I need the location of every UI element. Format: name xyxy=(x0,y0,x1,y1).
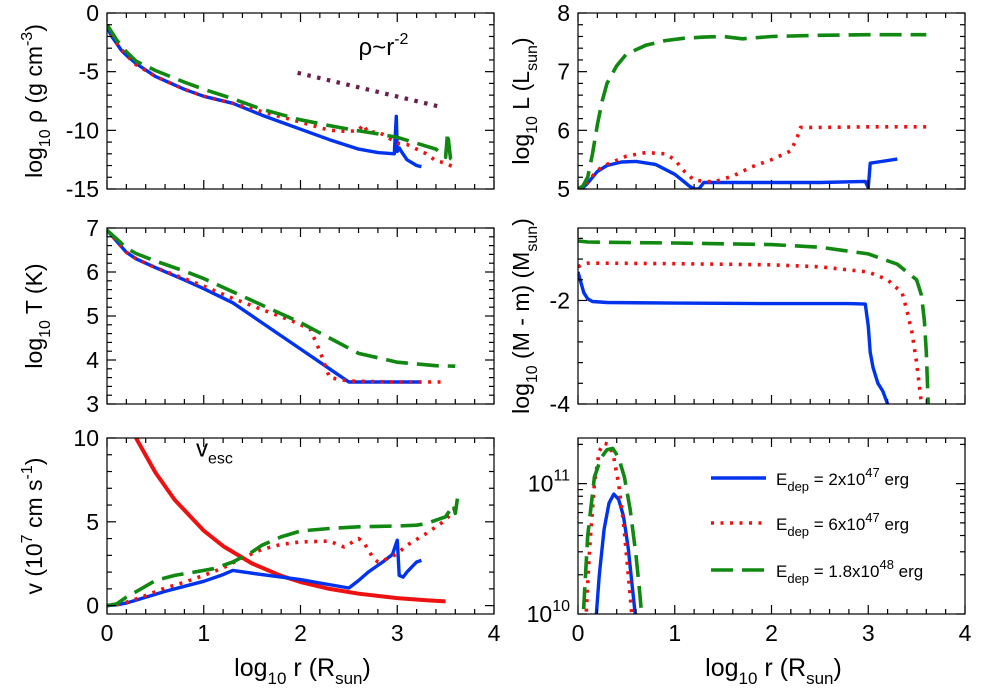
plot-frame xyxy=(106,227,495,405)
ticks xyxy=(577,438,966,615)
series-line-e-dep-2x10-47-erg xyxy=(578,271,890,404)
y-tick-label: 7 xyxy=(86,215,99,241)
y-tick-label: -5 xyxy=(79,59,99,85)
series-line-e-dep-1-8x10-48-erg xyxy=(578,32,927,189)
x-tick-label: 4 xyxy=(488,620,501,646)
x-tick-label: 1 xyxy=(197,620,210,646)
series-group xyxy=(581,441,644,614)
y-tick-label: 8 xyxy=(557,0,570,26)
series-line-e-dep-6x10-47-erg xyxy=(578,261,924,404)
y-tick-label: 1011 xyxy=(528,468,570,497)
legend-label: Edep = 2x1047 erg xyxy=(776,465,909,494)
panel-velocity: 0 5 10 0 1 2 3 4 v (107 cm s-1) log10 r (Rsun) ves… xyxy=(19,425,501,688)
ticks xyxy=(106,437,495,614)
legend-label: Edep = 6x1047 erg xyxy=(776,510,909,539)
series-line-e-dep-1-8x10-48-erg xyxy=(107,228,456,368)
series-group xyxy=(107,438,460,608)
series-line-e-dep-2x10-47-erg xyxy=(578,157,898,189)
ticks xyxy=(106,227,495,405)
y-tick-label: -4 xyxy=(550,391,571,417)
y-tick-label: 0 xyxy=(86,593,99,619)
x-tick-label: 3 xyxy=(862,620,875,646)
legend-label: Edep = 1.8x1048 erg xyxy=(776,557,923,586)
y-tick-label: 3 xyxy=(86,391,99,417)
series-line-e-dep-1-8x10-48-erg xyxy=(107,23,458,168)
series-line-e-dep-6x10-47-erg xyxy=(578,125,932,189)
series-line-e-dep-6x10-47-erg xyxy=(107,229,446,384)
y-tick-label: 5 xyxy=(557,176,570,202)
y-axis-label: log10 T (K) xyxy=(21,263,54,368)
y-tick-label: 5 xyxy=(86,509,99,535)
y-tick-label: 6 xyxy=(86,259,99,285)
x-tick-label: 1 xyxy=(668,620,681,646)
series-line-e-dep-6x10-47-erg xyxy=(107,25,457,170)
panel-temperature: 3 4 5 6 7 log10 T (K) xyxy=(21,215,495,417)
y-tick-label: 1010 xyxy=(527,598,570,627)
y-tick-label: 4 xyxy=(86,347,99,373)
x-tick-label: 2 xyxy=(294,620,307,646)
y-tick-label: 6 xyxy=(557,117,570,143)
x-axis-label: log10 r (Rsun) xyxy=(705,654,842,688)
ticks xyxy=(106,12,495,190)
y-axis-label: log10 (M - m) (Msun) xyxy=(508,218,541,414)
y-tick-label: 0 xyxy=(86,0,99,26)
x-tick-label: 4 xyxy=(959,620,972,646)
x-tick-label: 3 xyxy=(391,620,404,646)
x-tick-label: 0 xyxy=(101,620,114,646)
series-line-e-dep-2x10-47-erg xyxy=(594,492,637,614)
panel-mass: -2 -4 log10 (M - m) (Msun) xyxy=(508,218,966,417)
series-line-e-dep-6x10-47-erg xyxy=(107,507,457,608)
series-group xyxy=(578,32,932,189)
series-line-e-dep-2x10-47-erg xyxy=(107,538,422,608)
series-group xyxy=(578,239,930,404)
series-line-e-dep-1-8x10-48-erg xyxy=(107,493,460,608)
y-tick-label: -10 xyxy=(66,117,99,143)
x-tick-label: 0 xyxy=(572,620,585,646)
panel-luminosity: 5 6 7 8 log10 L (Lsun) xyxy=(508,0,966,202)
series-line-e-dep-6x10-47-erg xyxy=(584,441,634,614)
ticks xyxy=(577,228,966,405)
annotation-rho-r-2: ρ~r-2 xyxy=(359,31,409,61)
y-axis-label: log10 ρ (g cm-3) xyxy=(19,24,54,178)
panel-log-scale: 1010 1011 0 1 2 3 4 log10 r (Rsun) Edep = 2x1047… xyxy=(527,437,972,688)
series-line-e-dep-1-8x10-48-erg xyxy=(581,446,644,614)
series-group xyxy=(107,228,456,384)
ticks xyxy=(577,12,966,190)
y-tick-label: -15 xyxy=(66,176,99,202)
plot-frame xyxy=(106,12,495,190)
y-axis-label: log10 L (Lsun) xyxy=(508,37,541,164)
y-tick-label: 10 xyxy=(73,425,99,451)
plot-frame xyxy=(106,437,495,615)
panel-density: 0 -5 -10 -15 log10 ρ (g cm-3) ρ~r-2 xyxy=(19,0,495,202)
annotation-v-esc: vesc xyxy=(196,435,233,467)
legend: Edep = 2x1047 erg Edep = 6x1047 erg Edep =… xyxy=(711,465,923,586)
x-tick-label: 2 xyxy=(765,620,778,646)
y-tick-label: -2 xyxy=(550,287,570,313)
series-line-e-dep-1-8x10-48-erg xyxy=(578,239,930,404)
x-axis-label: log10 r (Rsun) xyxy=(234,654,371,688)
series-line-rho-r-2-slope xyxy=(297,70,442,109)
y-tick-label: 5 xyxy=(86,303,99,329)
plot-frame xyxy=(577,227,966,405)
series-group xyxy=(107,23,458,170)
y-tick-label: 7 xyxy=(557,59,570,85)
y-axis-label: v (107 cm s-1) xyxy=(19,458,47,595)
series-line-e-dep-2x10-47-erg xyxy=(107,26,422,169)
